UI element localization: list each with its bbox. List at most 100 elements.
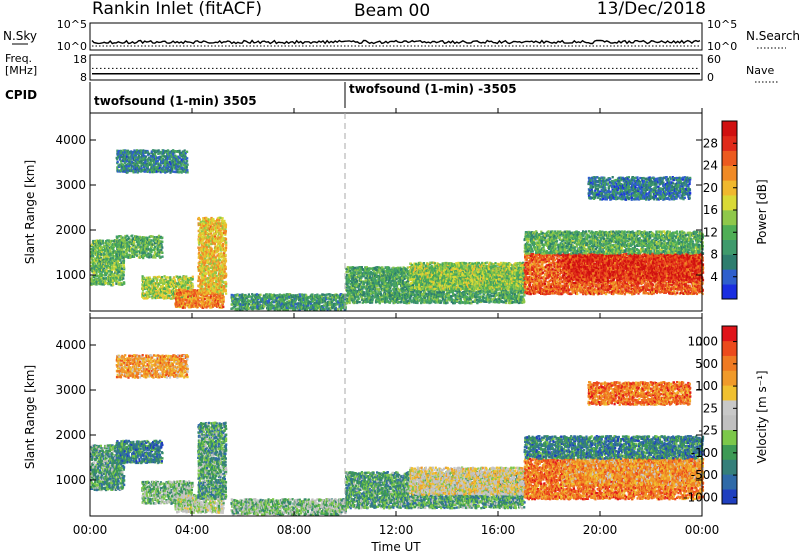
echo-cell [191, 283, 193, 285]
echo-cell [357, 293, 359, 295]
echo-cell [177, 168, 179, 170]
echo-cell [186, 151, 188, 153]
echo-cell [120, 259, 122, 261]
freq-panel-frame [90, 55, 702, 80]
echo-cell [354, 267, 356, 269]
echo-cell [99, 281, 101, 283]
echo-cell [121, 268, 123, 270]
echo-cell [199, 229, 201, 231]
echo-cell [161, 244, 163, 246]
echo-cell [322, 294, 324, 296]
echo-cell [142, 257, 144, 259]
echo-cell [218, 219, 220, 221]
echo-cell [131, 248, 133, 250]
echo-cell [223, 298, 225, 300]
freq-left-tick-bottom: 8 [80, 71, 87, 84]
echo-cell [183, 276, 185, 278]
echo-cell [158, 249, 160, 251]
echo-cell [174, 171, 176, 173]
echo-cell [151, 251, 153, 253]
echo-cell [169, 276, 171, 278]
echo-cell [192, 278, 194, 280]
echo-cell [352, 277, 354, 279]
echo-cell [222, 306, 224, 308]
echo-cell [117, 161, 119, 163]
echo-cell [349, 302, 351, 304]
echo-cell [225, 244, 227, 246]
echo-cell [209, 292, 211, 294]
power-heatmap [90, 149, 704, 311]
echo-cell [248, 307, 250, 309]
echo-cell [225, 273, 227, 275]
echo-cell [147, 164, 149, 166]
echo-cell [161, 246, 163, 248]
echo-cell [208, 223, 210, 225]
cpid-segment-1: twofsound (1-min) -3505 [349, 82, 517, 96]
echo-cell [177, 285, 179, 287]
echo-cell [337, 308, 339, 310]
echo-cell [323, 308, 325, 310]
echo-cell [137, 246, 139, 248]
echo-cell [276, 300, 278, 302]
echo-cell [92, 255, 94, 257]
echo-cell [202, 235, 204, 237]
echo-cell [225, 241, 227, 243]
echo-cell [212, 293, 214, 295]
noise-right-tick-bottom: 10^0 [707, 40, 737, 53]
freq-right-tick-top: 60 [707, 53, 721, 66]
echo-cell [161, 276, 163, 278]
echo-cell [154, 246, 156, 248]
echo-cell [348, 280, 350, 282]
echo-cell [184, 149, 186, 151]
echo-cell [225, 247, 227, 249]
echo-cell [199, 218, 201, 220]
echo-cell [190, 295, 192, 297]
echo-cell [254, 300, 256, 302]
echo-cell [294, 308, 296, 310]
echo-cell [225, 238, 227, 240]
echo-cell [224, 262, 226, 264]
echo-cell [161, 252, 163, 254]
echo-cell [131, 235, 133, 237]
echo-cell [166, 160, 168, 162]
echo-cell [102, 240, 104, 242]
echo-cell [102, 242, 104, 244]
echo-cell [211, 264, 213, 266]
freq-left-tick-top: 18 [73, 53, 87, 66]
echo-cell [189, 289, 191, 291]
echo-cell [198, 277, 200, 279]
nave-label: Nave [746, 64, 774, 77]
echo-cell [215, 272, 217, 274]
echo-cell [159, 158, 161, 160]
cpid-label: CPID [5, 88, 37, 102]
beam-label: Beam 00 [354, 1, 430, 21]
echo-cell [357, 296, 359, 298]
echo-cell [177, 292, 179, 294]
echo-cell [222, 243, 224, 245]
echo-cell [347, 285, 349, 287]
noise-trace [92, 41, 700, 47]
echo-cell [160, 249, 162, 251]
echo-cell [146, 277, 148, 279]
echo-cell [214, 242, 216, 244]
echo-cell [219, 262, 221, 264]
echo-cell [225, 258, 227, 260]
echo-cell [138, 253, 140, 255]
echo-cell [326, 293, 328, 295]
echo-cell [225, 230, 227, 232]
echo-cell [179, 294, 181, 296]
echo-cell [125, 251, 127, 253]
echo-cell [183, 278, 185, 280]
echo-cell [166, 276, 168, 278]
echo-cell [201, 285, 203, 287]
echo-cell [169, 295, 171, 297]
echo-cell [112, 283, 114, 285]
echo-cell [123, 271, 125, 273]
echo-cell [153, 280, 155, 282]
echo-cell [161, 237, 163, 239]
echo-cell [150, 239, 152, 241]
echo-cell [274, 294, 276, 296]
echo-cell [123, 259, 125, 261]
echo-cell [263, 305, 265, 307]
echo-cell [225, 292, 227, 294]
